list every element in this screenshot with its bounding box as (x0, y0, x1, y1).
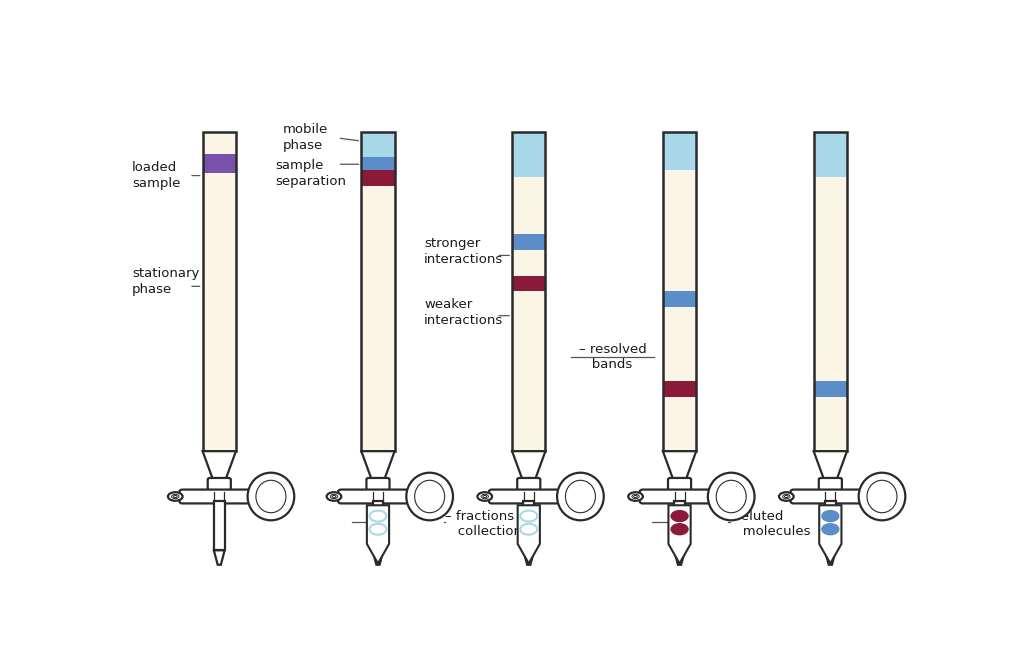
Text: stationary
phase: stationary phase (132, 267, 200, 296)
Bar (663, 132, 696, 170)
FancyBboxPatch shape (819, 478, 842, 490)
Polygon shape (674, 551, 685, 565)
Circle shape (671, 510, 688, 522)
Text: weaker
interactions: weaker interactions (424, 298, 503, 326)
FancyBboxPatch shape (488, 490, 568, 504)
PathPatch shape (819, 505, 842, 563)
Bar (814, 132, 847, 451)
Bar (814, 132, 847, 451)
Bar (512, 276, 546, 292)
Bar (523, 501, 535, 551)
Bar (373, 501, 383, 551)
Bar (361, 132, 394, 157)
FancyBboxPatch shape (179, 490, 259, 504)
Ellipse shape (557, 473, 604, 520)
FancyBboxPatch shape (517, 478, 541, 490)
Text: mobile
phase: mobile phase (283, 124, 328, 153)
Text: loaded
sample: loaded sample (132, 161, 180, 190)
Bar (674, 501, 685, 551)
Ellipse shape (168, 492, 182, 501)
Polygon shape (663, 451, 696, 480)
Ellipse shape (407, 473, 453, 520)
Text: – resolved
   bands: – resolved bands (579, 343, 646, 371)
PathPatch shape (367, 505, 389, 563)
FancyBboxPatch shape (367, 478, 389, 490)
Circle shape (822, 524, 839, 535)
Polygon shape (814, 451, 847, 480)
Circle shape (370, 510, 386, 522)
Circle shape (822, 510, 839, 522)
Circle shape (671, 524, 688, 535)
Bar (203, 132, 236, 451)
Bar (512, 132, 546, 451)
Bar (512, 132, 546, 177)
PathPatch shape (669, 505, 690, 563)
Bar (214, 501, 224, 551)
Bar (663, 132, 696, 451)
Ellipse shape (477, 492, 493, 501)
Text: sample
separation: sample separation (274, 159, 346, 187)
Circle shape (520, 510, 538, 522)
Bar (663, 292, 696, 308)
Polygon shape (203, 451, 236, 480)
Bar (361, 132, 394, 451)
Bar (203, 132, 236, 451)
Text: – eluted
   molecules: – eluted molecules (729, 510, 810, 539)
Bar (814, 381, 847, 397)
Ellipse shape (708, 473, 755, 520)
Bar (512, 234, 546, 250)
Text: – fractions
   collection: – fractions collection (445, 510, 522, 539)
Bar (814, 132, 847, 177)
FancyBboxPatch shape (791, 490, 870, 504)
Bar (361, 170, 394, 186)
Ellipse shape (859, 473, 905, 520)
Text: stronger
interactions: stronger interactions (424, 237, 503, 266)
Ellipse shape (779, 492, 794, 501)
Polygon shape (523, 551, 535, 565)
Polygon shape (512, 451, 546, 480)
Circle shape (520, 524, 538, 535)
Bar (825, 501, 836, 551)
PathPatch shape (518, 505, 540, 563)
Circle shape (370, 524, 386, 535)
Ellipse shape (327, 492, 341, 501)
FancyBboxPatch shape (338, 490, 418, 504)
FancyBboxPatch shape (640, 490, 720, 504)
Bar (512, 132, 546, 451)
Bar (663, 381, 696, 397)
Polygon shape (214, 551, 224, 565)
Polygon shape (825, 551, 836, 565)
FancyBboxPatch shape (668, 478, 691, 490)
Polygon shape (373, 551, 383, 565)
Bar (203, 154, 236, 173)
Ellipse shape (248, 473, 294, 520)
Polygon shape (361, 451, 394, 480)
Bar (663, 132, 696, 451)
Bar (361, 132, 394, 451)
FancyBboxPatch shape (208, 478, 230, 490)
Ellipse shape (628, 492, 643, 501)
Bar (361, 157, 394, 170)
